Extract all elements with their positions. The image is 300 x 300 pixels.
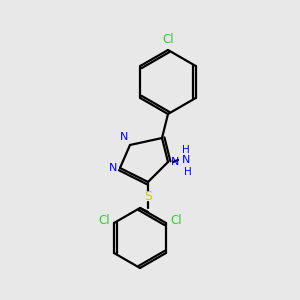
Text: N: N [120, 132, 128, 142]
Text: Cl: Cl [98, 214, 110, 227]
Text: Cl: Cl [162, 33, 174, 46]
Text: H: H [184, 167, 192, 177]
Text: S: S [144, 190, 152, 202]
Text: N: N [171, 157, 179, 167]
Text: H: H [182, 145, 190, 155]
Text: N: N [109, 163, 117, 173]
Text: Cl: Cl [170, 214, 182, 227]
Text: N: N [182, 155, 190, 165]
